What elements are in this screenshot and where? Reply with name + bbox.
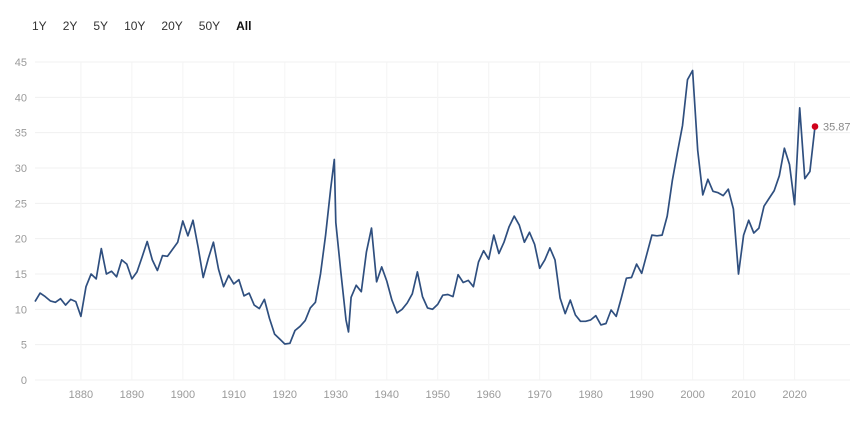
x-tick-label: 1930 [324,389,348,401]
series-line [34,69,816,345]
y-tick-label: 5 [21,340,27,352]
x-tick-label: 1920 [273,389,297,401]
x-tick-label: 1940 [375,389,399,401]
range-button-all[interactable]: All [228,14,259,38]
x-tick-label: 1890 [120,389,144,401]
x-tick-label: 1980 [578,389,602,401]
x-axis: 1880 1890 1900 1910 1920 1930 1940 1950 1960 1970… [69,389,807,401]
y-tick-label: 30 [15,163,27,175]
x-tick-label: 2000 [680,389,704,401]
y-tick-label: 10 [15,304,27,316]
range-button-10y[interactable]: 10Y [116,14,153,38]
y-tick-label: 45 [15,57,27,69]
y-tick-label: 20 [15,234,27,246]
x-tick-label: 2010 [731,389,755,401]
range-button-2y[interactable]: 2Y [55,14,86,38]
y-tick-label: 25 [15,198,27,210]
x-tick-label: 1950 [426,389,450,401]
last-value-label: 35.87 [823,122,851,134]
last-value-marker[interactable] [811,123,819,130]
range-button-20y[interactable]: 20Y [153,14,190,38]
grid [35,61,850,381]
x-tick-label: 1960 [476,389,500,401]
x-tick-label: 1880 [69,389,93,401]
x-tick-label: 1990 [629,389,653,401]
range-button-5y[interactable]: 5Y [85,14,116,38]
x-tick-label: 1910 [222,389,246,401]
range-button-50y[interactable]: 50Y [191,14,228,38]
y-tick-label: 35 [15,128,27,140]
range-selector: 1Y 2Y 5Y 10Y 20Y 50Y All [24,14,259,38]
y-tick-label: 0 [21,375,27,387]
y-axis: 0 5 10 15 20 25 30 35 40 45 [15,57,27,387]
range-button-1y[interactable]: 1Y [24,14,55,38]
y-tick-label: 15 [15,269,27,281]
x-tick-label: 2020 [782,389,806,401]
x-tick-label: 1900 [171,389,195,401]
x-tick-label: 1970 [527,389,551,401]
y-tick-label: 40 [15,92,27,104]
